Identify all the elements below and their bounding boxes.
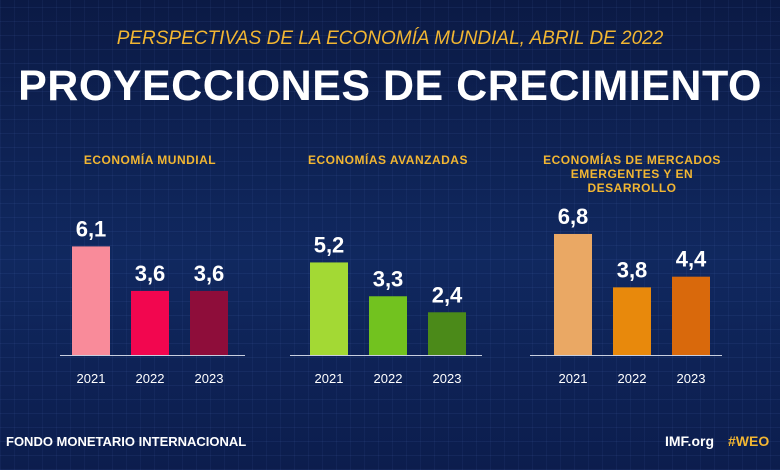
bar: [310, 262, 348, 355]
website: IMF.org: [665, 433, 714, 449]
value-label: 4,4: [676, 247, 707, 272]
chart-title: ECONOMÍA MUNDIAL: [83, 153, 217, 167]
bar: [190, 290, 228, 355]
x-tick-label: 2023: [433, 371, 462, 386]
x-tick-label: 2022: [136, 371, 165, 386]
x-tick-label: 2021: [77, 371, 106, 386]
chart-title: ECONOMÍAS AVANZADAS: [308, 153, 468, 167]
value-label: 2,4: [432, 282, 463, 307]
x-tick-label: 2023: [677, 371, 706, 386]
bar: [672, 276, 710, 355]
value-label: 3,8: [617, 257, 648, 282]
bar: [72, 246, 110, 355]
bar: [613, 287, 651, 355]
bar: [428, 312, 466, 355]
value-label: 6,8: [558, 204, 589, 229]
hashtag: #WEO: [728, 433, 770, 449]
bar: [131, 290, 169, 355]
value-label: 6,1: [76, 216, 107, 241]
bar: [554, 233, 592, 355]
subtitle: PERSPECTIVAS DE LA ECONOMÍA MUNDIAL, ABR…: [116, 28, 664, 49]
x-tick-label: 2022: [374, 371, 403, 386]
value-label: 3,6: [194, 261, 225, 286]
x-tick-label: 2021: [315, 371, 344, 386]
x-tick-label: 2023: [195, 371, 224, 386]
bar: [369, 296, 407, 355]
x-tick-label: 2022: [618, 371, 647, 386]
chart-title: ECONOMÍAS DE MERCADOS EMERGENTES Y EN DE…: [543, 153, 721, 195]
x-tick-label: 2021: [559, 371, 588, 386]
value-label: 3,6: [135, 261, 166, 286]
value-label: 3,3: [373, 266, 404, 291]
title: PROYECCIONES DE CRECIMIENTO: [18, 62, 762, 110]
organization: FONDO MONETARIO INTERNACIONAL: [6, 434, 247, 449]
value-label: 5,2: [314, 232, 345, 257]
